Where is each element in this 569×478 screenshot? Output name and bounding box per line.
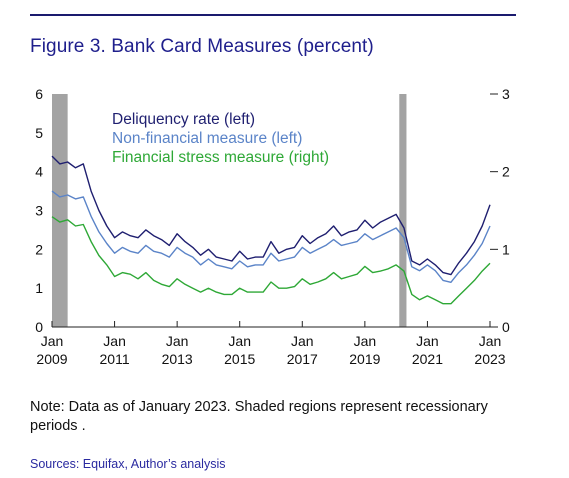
left-tick-label: 4 <box>35 164 43 180</box>
right-tick-label: 0 <box>502 319 510 335</box>
legend-entry-0: Deliquency rate (left) <box>112 111 255 128</box>
right-tick-label: 3 <box>502 86 510 102</box>
series-line-1 <box>51 190 491 283</box>
x-tick-year: 2015 <box>224 351 255 367</box>
x-tick-month: Jan <box>166 333 189 349</box>
left-tick-label: 1 <box>35 280 43 296</box>
series-line-0 <box>51 155 491 276</box>
left-tick-label: 3 <box>35 203 43 219</box>
recession-band-0 <box>52 94 68 327</box>
legend: Deliquency rate (left) Non-financial meas… <box>112 111 329 166</box>
x-tick-month: Jan <box>416 333 439 349</box>
bank-card-line-chart: 0 1 2 3 4 5 6 0 1 2 3 Jan 2009 Jan 2011 Jan 2013 Jan 2015 J… <box>35 86 510 367</box>
recession-band-1 <box>399 94 407 327</box>
x-tick-month: Jan <box>103 333 126 349</box>
left-tick-label: 5 <box>35 125 43 141</box>
left-tick-label: 2 <box>35 241 43 257</box>
x-tick-month: Jan <box>291 333 314 349</box>
chart-sources: Sources: Equifax, Author’s analysis <box>30 457 226 471</box>
x-tick-year: 2013 <box>162 351 193 367</box>
legend-entry-2: Financial stress measure (right) <box>112 149 329 166</box>
top-rule <box>30 14 516 16</box>
left-tick-label: 0 <box>35 319 43 335</box>
figure-title: Figure 3. Bank Card Measures (percent) <box>30 36 374 57</box>
x-tick-month: Jan <box>354 333 377 349</box>
series-line-2 <box>51 216 491 305</box>
legend-entry-1: Non-financial measure (left) <box>112 130 302 147</box>
series-lines <box>51 155 491 305</box>
x-tick-year: 2009 <box>36 351 67 367</box>
x-tick-year: 2021 <box>412 351 443 367</box>
x-tick-year: 2019 <box>349 351 380 367</box>
chart-note: Note: Data as of January 2023. Shaded re… <box>30 399 488 434</box>
right-tick-label: 1 <box>502 241 510 257</box>
x-tick-year: 2017 <box>287 351 318 367</box>
x-tick-year: 2023 <box>474 351 505 367</box>
right-tick-label: 2 <box>502 164 510 180</box>
x-tick-month: Jan <box>479 333 502 349</box>
recession-shading <box>52 94 407 327</box>
x-tick-month: Jan <box>41 333 64 349</box>
x-tick-month: Jan <box>228 333 251 349</box>
left-tick-label: 6 <box>35 86 43 102</box>
x-tick-year: 2011 <box>100 351 130 367</box>
chart-axes: 0 1 2 3 4 5 6 0 1 2 3 Jan 2009 Jan 2011 Jan 2013 Jan 2015 J… <box>35 86 510 367</box>
